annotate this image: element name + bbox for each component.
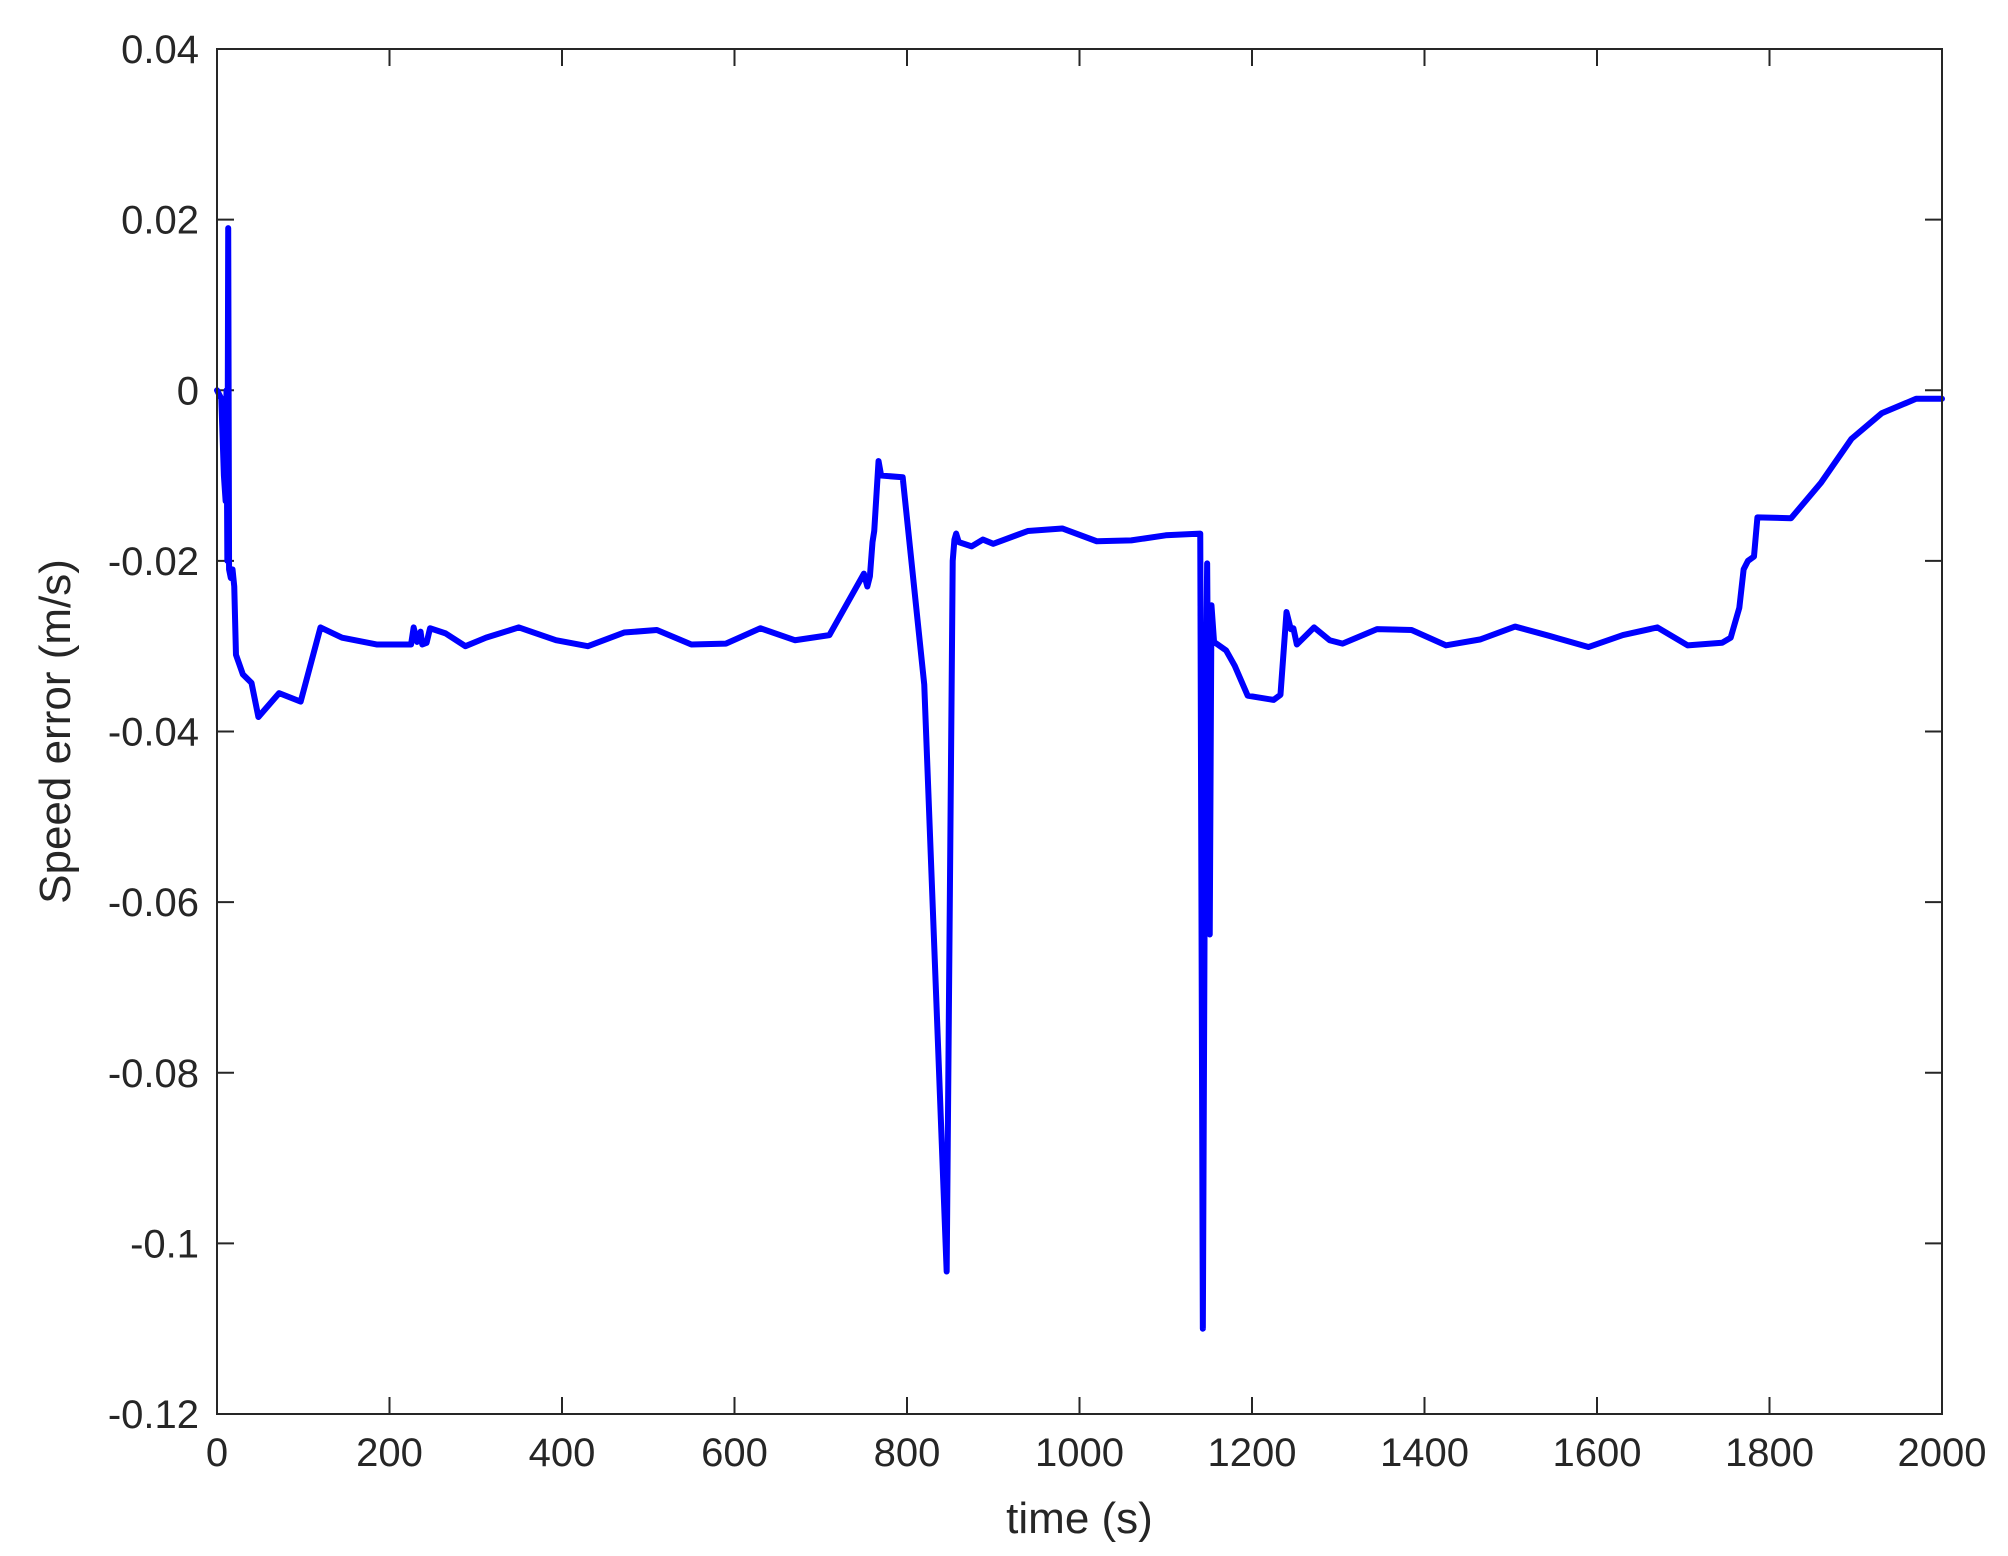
x-tick-label: 1600 [1553,1431,1642,1475]
series-layer [214,225,1945,1332]
y-tick-label: 0.04 [121,28,199,72]
x-tick-label: 1400 [1380,1431,1469,1475]
x-tick-label: 2000 [1898,1431,1987,1475]
series-line-1 [214,225,1945,1332]
y-tick-label: -0.08 [108,1052,199,1096]
x-tick-label: 1200 [1208,1431,1297,1475]
tick-labels-layer: 0 200 400 600 800 1000 1200 1400 1600 1800 2000 -0.… [108,28,1987,1475]
axes-box [216,48,1943,1415]
y-tick-label: -0.12 [108,1393,199,1437]
x-tick-label: 400 [529,1431,596,1475]
x-tick-label: 0 [206,1431,228,1475]
x-tick-label: 800 [874,1431,941,1475]
plot-area [217,49,1942,1414]
y-tick-label: 0.02 [121,199,199,243]
y-tick-label: -0.06 [108,881,199,925]
x-tick-label: 200 [356,1431,423,1475]
x-axis-label: time (s) [1006,1494,1153,1543]
y-tick-label: -0.1 [130,1222,199,1266]
y-tick-label: 0 [177,369,199,413]
x-tick-label: 600 [701,1431,768,1475]
y-tick-label: -0.02 [108,540,199,584]
x-tick-label: 1000 [1035,1431,1124,1475]
y-tick-label: -0.04 [108,711,199,755]
y-axis-label: Speed error (m/s) [31,559,80,904]
x-tick-label: 1800 [1725,1431,1814,1475]
